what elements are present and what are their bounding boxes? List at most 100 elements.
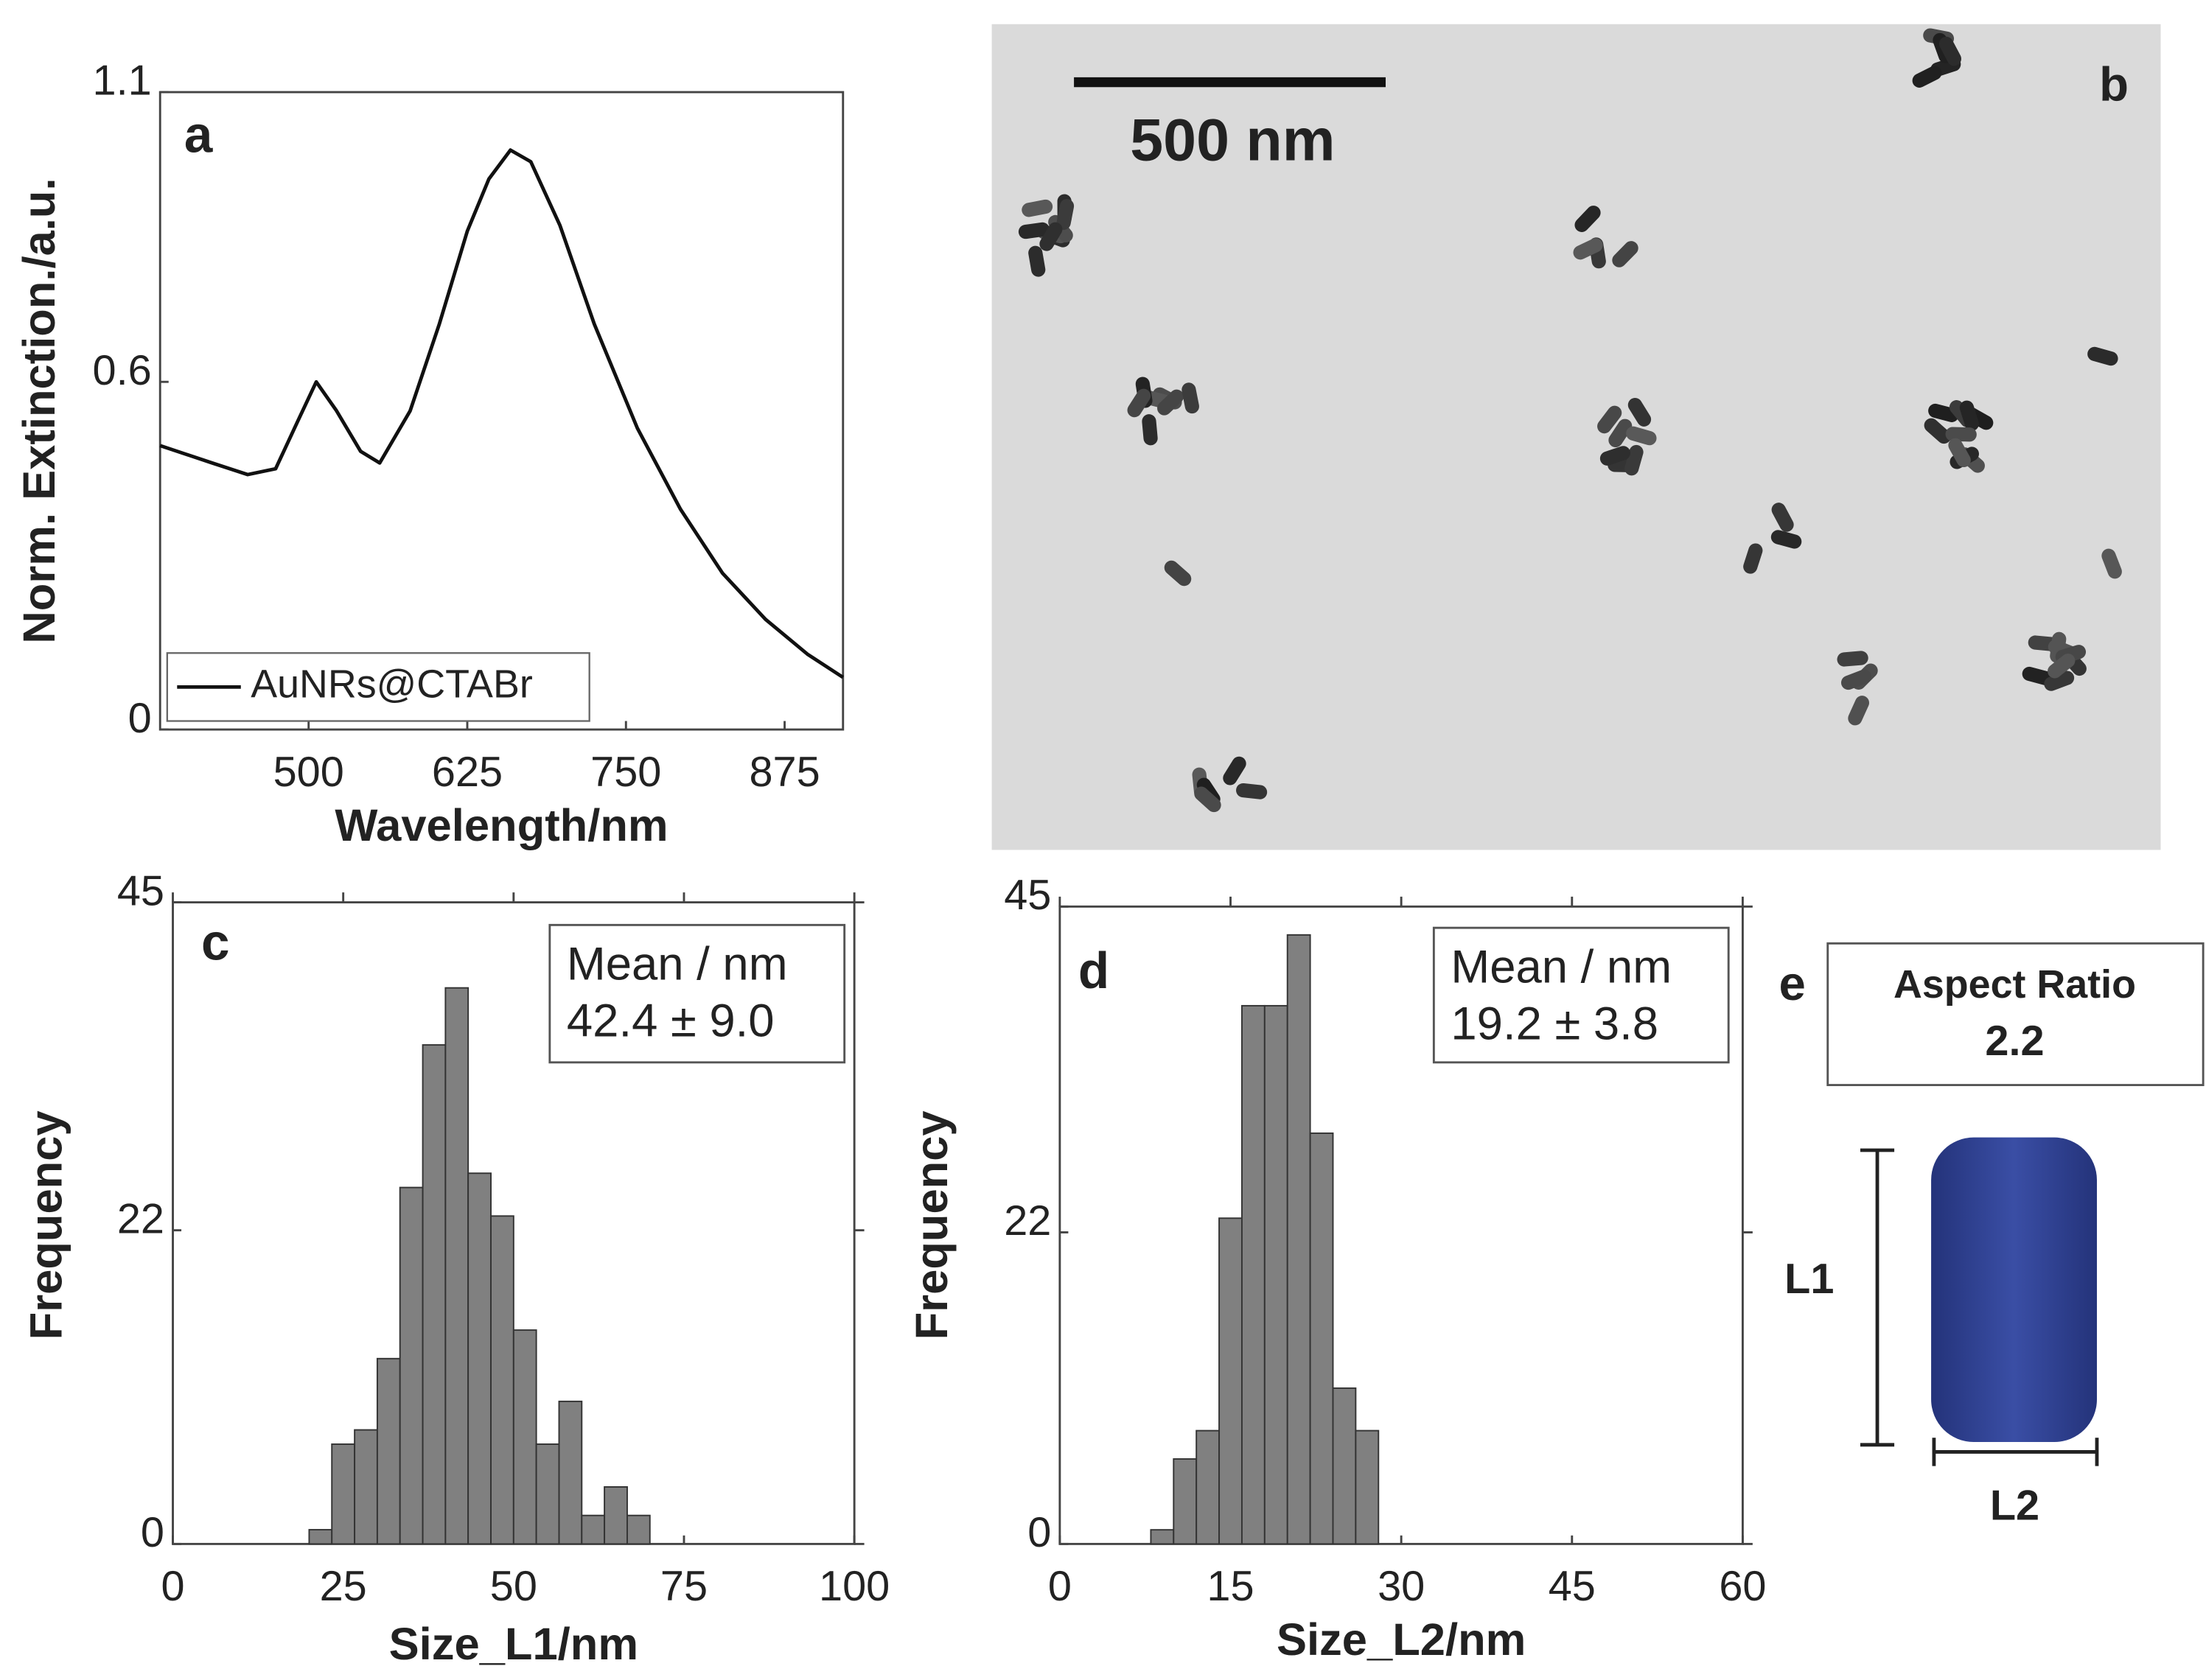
x-tick-label: 0 [161, 1563, 184, 1610]
nanorod [1142, 414, 1158, 446]
x-tick-label: 625 [432, 749, 503, 796]
panel-label: a [184, 106, 213, 164]
panel-label: e [1779, 956, 1806, 1010]
spectrum-line [159, 148, 845, 679]
y-tick-label: 0.6 [93, 347, 152, 394]
histogram-bar [399, 1186, 424, 1545]
nanorod [1848, 696, 1870, 726]
legend-label: AuNRs@CTABr [251, 662, 533, 707]
dimension-lines [1860, 1148, 2099, 1466]
x-axis-title: Size_L2/nm [1277, 1614, 1526, 1665]
histogram-bar [626, 1514, 651, 1545]
aspect-box [1826, 942, 2205, 1086]
plot-frame [158, 91, 845, 731]
histogram-bar [467, 1172, 492, 1545]
histogram-bar [354, 1429, 378, 1545]
x-tick-label: 750 [590, 749, 661, 796]
histogram-bar [1263, 1004, 1288, 1545]
aspect-value: 2.2 [1985, 1018, 2044, 1065]
nanorod [1608, 419, 1633, 448]
histogram-bar [1286, 934, 1311, 1545]
histogram-bar [1173, 1458, 1198, 1545]
histogram-bar [1309, 1132, 1334, 1545]
panel-label: d [1078, 942, 1109, 999]
y-tick-label: 22 [117, 1195, 164, 1242]
nanorod [1743, 543, 1763, 574]
histogram-bar [1240, 1004, 1266, 1545]
stats-box [548, 923, 846, 1064]
nanorod [1597, 405, 1622, 434]
nanorod [2048, 654, 2076, 679]
nanorod-diagram [1931, 1137, 2097, 1442]
panel-label: b [2099, 57, 2129, 111]
y-tick-label: 22 [1004, 1197, 1051, 1245]
nanorod [1018, 222, 1050, 239]
nanorod [1612, 241, 1638, 267]
y-tick-label: 45 [1004, 872, 1051, 919]
x-axis-title: Size_L1/nm [389, 1619, 638, 1670]
histogram-bar [512, 1329, 537, 1545]
histogram-bar [1332, 1387, 1357, 1545]
x-tick-label: 50 [490, 1563, 537, 1610]
panel-label: c [201, 913, 229, 970]
histogram-bar [604, 1486, 628, 1545]
nanorod [1837, 651, 1868, 667]
y-axis-title: Frequency [907, 1110, 957, 1340]
nanorod [1573, 238, 1603, 260]
nanorod [1223, 756, 1246, 785]
x-tick-label: 875 [749, 749, 820, 796]
x-tick-label: 25 [320, 1563, 367, 1610]
nanorod [1627, 397, 1652, 427]
nanorod [1912, 66, 1942, 88]
nanorod [1945, 427, 1977, 442]
x-tick-label: 60 [1719, 1563, 1766, 1610]
x-tick-label: 100 [819, 1563, 890, 1610]
histogram-bar [535, 1443, 560, 1545]
histogram-bar [581, 1514, 606, 1545]
nanorod [1164, 560, 1192, 587]
x-tick-label: 75 [660, 1563, 708, 1610]
x-tick-label: 30 [1378, 1563, 1425, 1610]
histogram-bar [308, 1529, 333, 1545]
y-tick-label: 45 [117, 867, 164, 914]
x-tick-label: 0 [1048, 1563, 1072, 1610]
y-tick-label: 0 [141, 1509, 164, 1556]
histogram-bar [558, 1400, 583, 1545]
histogram-bar [1196, 1429, 1221, 1545]
nanorod [1028, 245, 1046, 277]
histogram-bar [1218, 1217, 1243, 1545]
nanorod [1039, 222, 1063, 251]
x-tick-label: 500 [273, 749, 344, 796]
histogram-bar [1355, 1429, 1380, 1545]
nanorod [1236, 783, 1268, 799]
histogram-bar [376, 1357, 401, 1545]
y-tick-label: 0 [1027, 1509, 1051, 1556]
x-tick-label: 15 [1207, 1563, 1254, 1610]
histogram-bar [331, 1443, 356, 1545]
x-axis-title: Wavelength/nm [335, 800, 668, 851]
nanorod [1948, 438, 1971, 468]
x-tick-label: 45 [1549, 1563, 1596, 1610]
nanorod [1599, 446, 1630, 466]
nanorod [1127, 388, 1151, 418]
stats-box [1432, 926, 1730, 1064]
tem-rods [1018, 28, 2122, 813]
histogram-bar [1150, 1529, 1175, 1545]
stats-text: 42.4 ± 9.0 [567, 995, 775, 1047]
y-axis-title: Frequency [21, 1110, 72, 1340]
y-tick-label: 1.1 [93, 57, 152, 105]
nanorod [1771, 503, 1794, 532]
nanorod [1938, 36, 1961, 66]
nanorod [1194, 786, 1221, 813]
nanorod [1157, 389, 1184, 416]
nanorod [1626, 426, 1657, 446]
nanorod [1770, 530, 1802, 549]
stats-text: Mean / nm [567, 939, 788, 990]
scale-bar-label: 500 nm [1130, 107, 1335, 173]
histogram-bar [490, 1215, 514, 1545]
nanorod [1056, 199, 1075, 230]
nanorod [1924, 418, 1952, 444]
stats-text: 19.2 ± 3.8 [1451, 998, 1658, 1049]
